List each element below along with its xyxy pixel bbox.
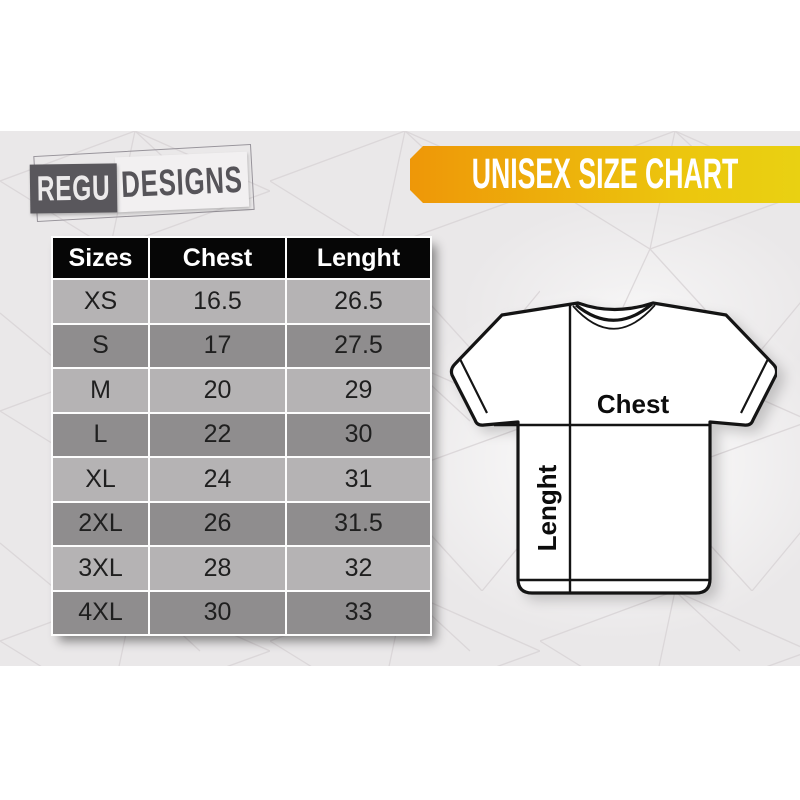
cell-length: 26.5 [287, 280, 430, 323]
cell-length: 33 [287, 591, 430, 634]
collar-opening [574, 302, 654, 322]
cell-size: M [53, 369, 148, 412]
tshirt-diagram: Chest Lenght [449, 301, 777, 595]
column-header-lenght: Lenght [287, 238, 430, 278]
size-table: Sizes Chest Lenght XS 16.5 26.5 S 17 27.… [51, 236, 432, 636]
cell-chest: 17 [150, 324, 285, 367]
tshirt-outline [449, 301, 777, 595]
cell-length: 31.5 [287, 502, 430, 545]
cell-size: S [53, 324, 148, 367]
brand-text-regu: REGU [36, 167, 111, 208]
title-banner: UNISEX SIZE CHART [410, 146, 800, 203]
cell-chest: 22 [150, 413, 285, 456]
length-label: Lenght [532, 464, 562, 551]
logo-regu-box: REGU [29, 163, 118, 214]
cell-length: 31 [287, 458, 430, 501]
cell-chest: 20 [150, 369, 285, 412]
cell-size: XL [53, 458, 148, 501]
cell-length: 32 [287, 547, 430, 590]
cell-chest: 24 [150, 458, 285, 501]
cell-chest: 16.5 [150, 280, 285, 323]
cell-size: 3XL [53, 547, 148, 590]
logo-designs-box: DESIGNS [114, 151, 250, 213]
cell-chest: 28 [150, 547, 285, 590]
brand-logo: DESIGNS REGU [29, 143, 255, 223]
bottom-margin [0, 666, 800, 800]
cell-chest: 26 [150, 502, 285, 545]
right-cuff-line [740, 358, 769, 414]
left-cuff-line [459, 358, 488, 414]
cell-size: L [53, 413, 148, 456]
top-margin [0, 0, 800, 131]
column-header-sizes: Sizes [53, 238, 148, 278]
cell-length: 29 [287, 369, 430, 412]
cell-size: 2XL [53, 502, 148, 545]
cell-length: 27.5 [287, 324, 430, 367]
cell-size: XS [53, 280, 148, 323]
collar-ribbing [572, 304, 656, 330]
cell-chest: 30 [150, 591, 285, 634]
chest-label: Chest [597, 389, 670, 419]
size-table-grid: Sizes Chest Lenght XS 16.5 26.5 S 17 27.… [53, 238, 430, 634]
brand-text-designs: DESIGNS [120, 158, 244, 205]
column-header-chest: Chest [150, 238, 285, 278]
cell-length: 30 [287, 413, 430, 456]
page-title: UNISEX SIZE CHART [471, 150, 739, 198]
cell-size: 4XL [53, 591, 148, 634]
